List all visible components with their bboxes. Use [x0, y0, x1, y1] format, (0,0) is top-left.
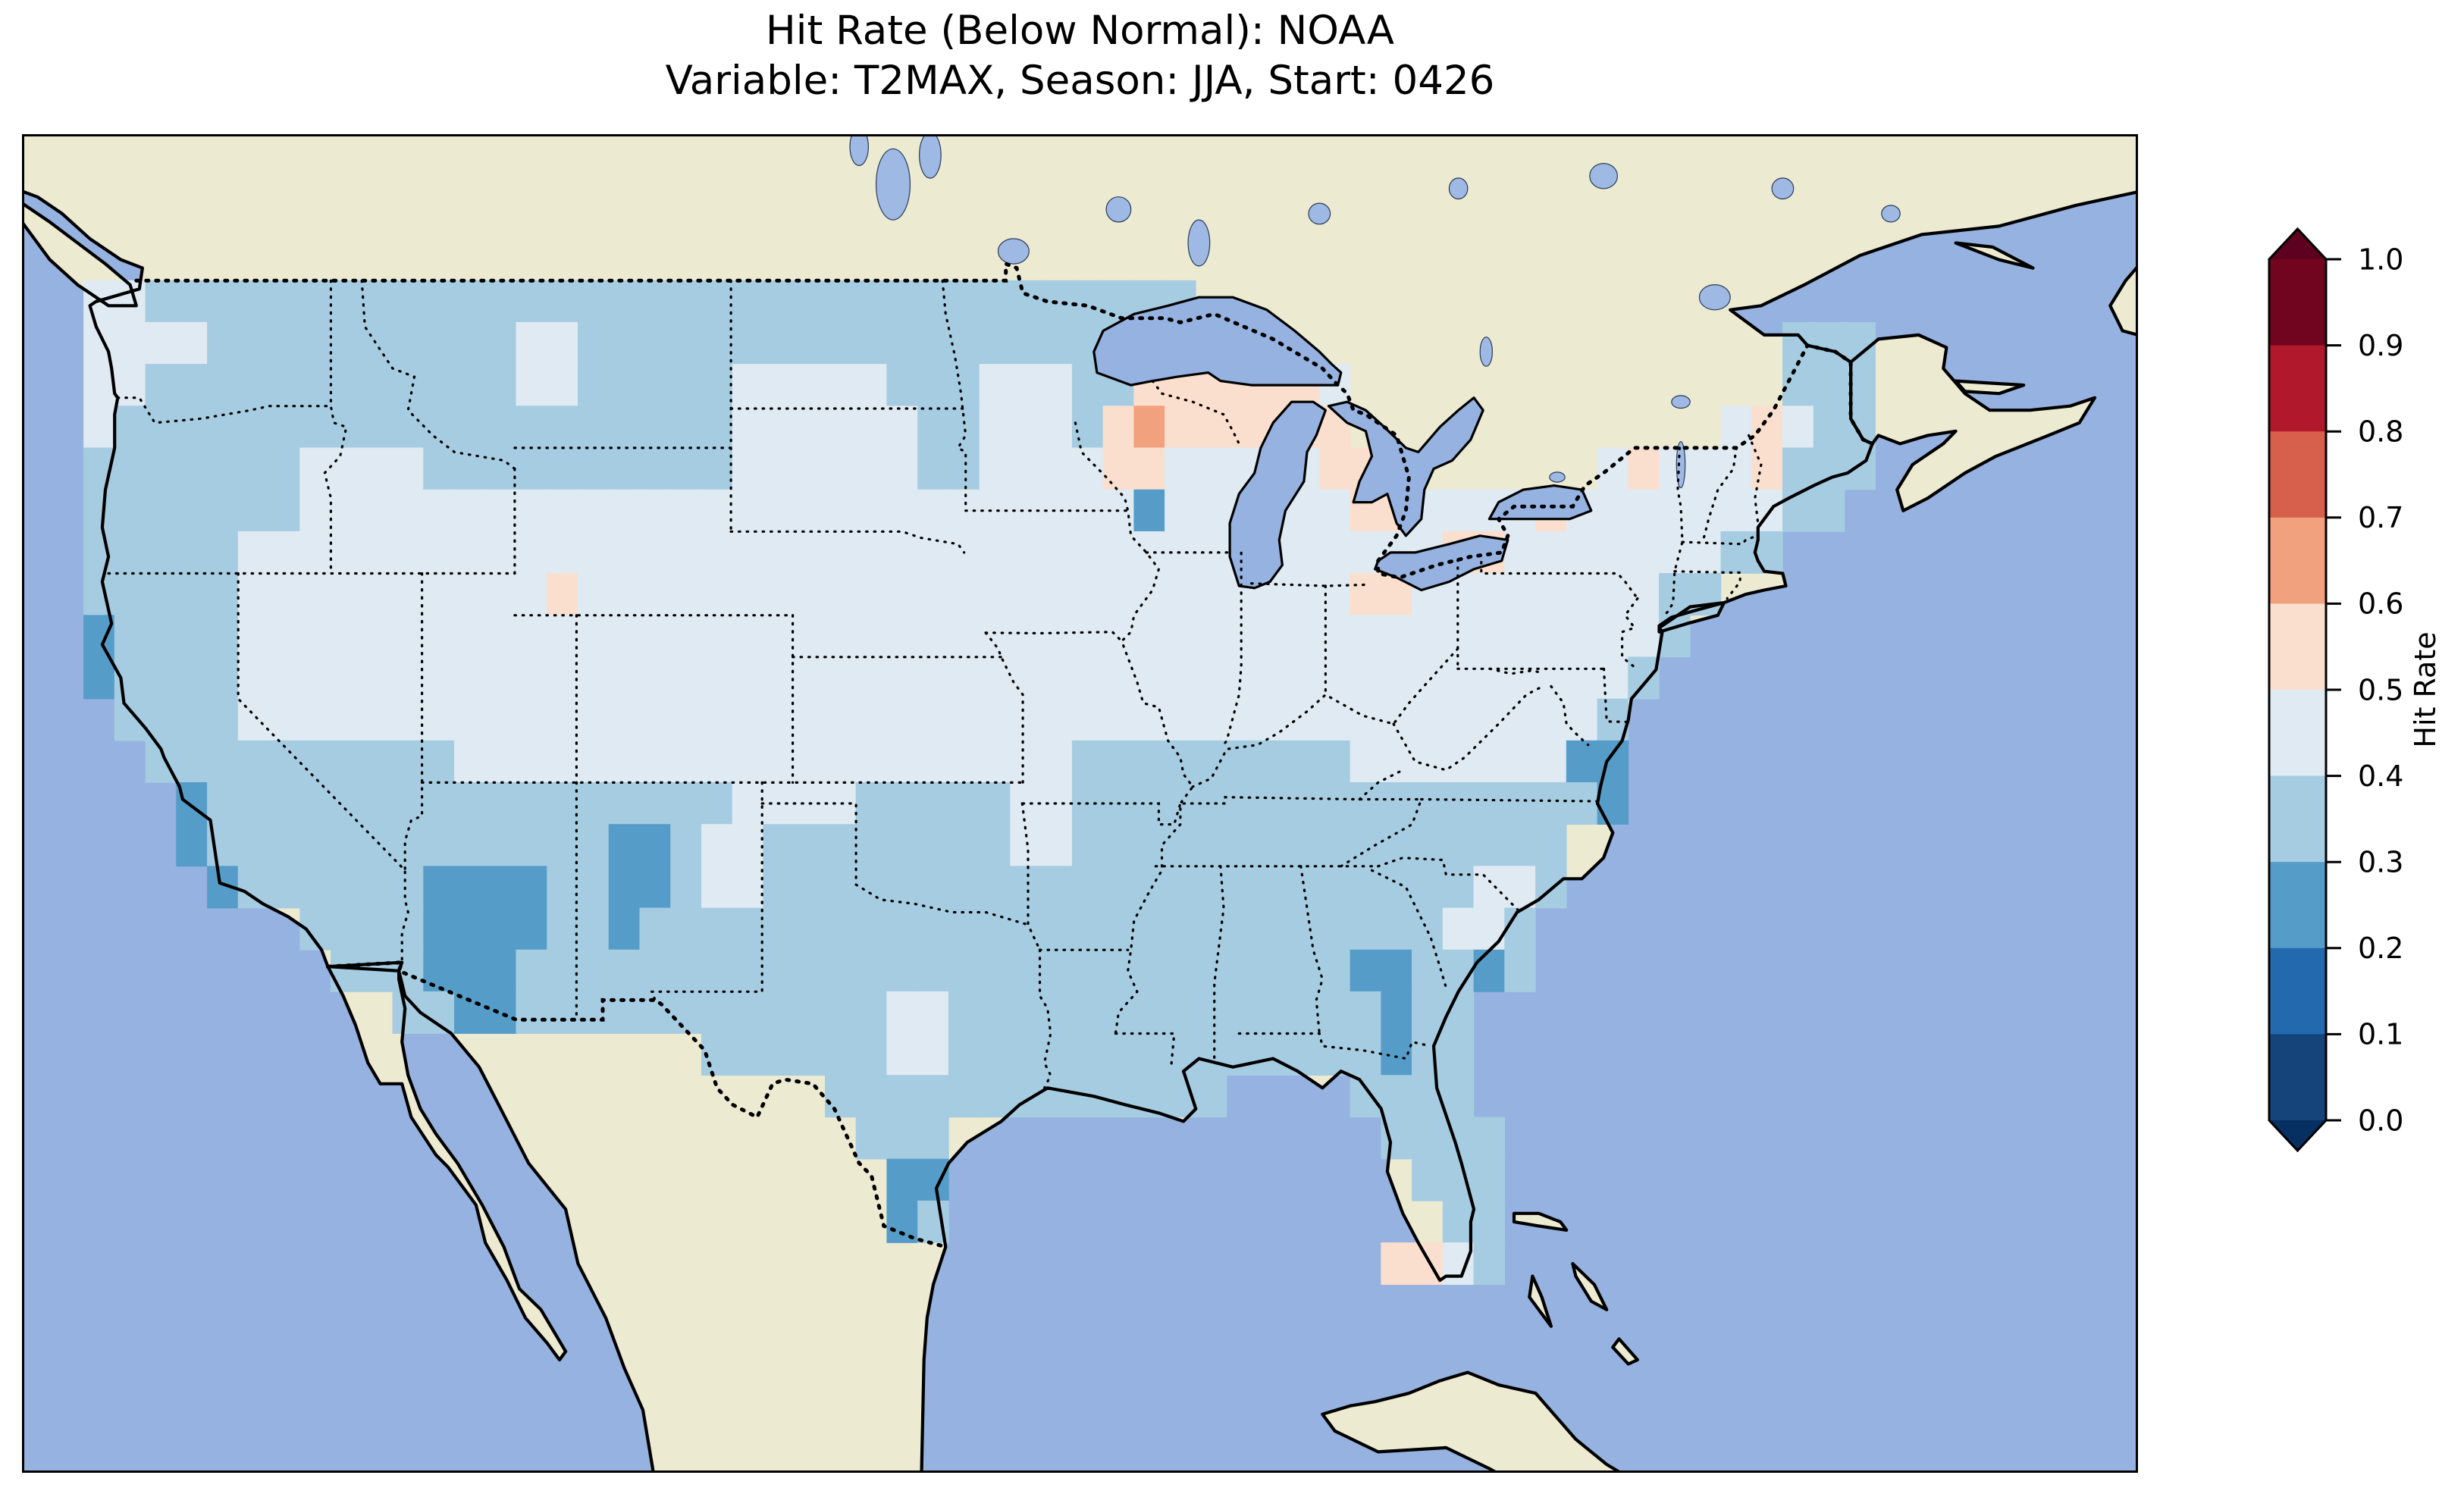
country-borders [134, 261, 1875, 1249]
colorbar-tick-label: 0.3 [2358, 846, 2403, 879]
colorbar-tick-label: 0.9 [2358, 329, 2403, 362]
colorbar-segments [2269, 259, 2326, 1121]
colorbar-tick-label: 0.1 [2358, 1018, 2403, 1051]
axes-frame [22, 134, 2138, 1473]
colorbar-tick-label: 0.8 [2358, 415, 2403, 449]
chart-title-block: Hit Rate (Below Normal): NOAA Variable: … [22, 6, 2138, 106]
colorbar-ticks: 1.0 0.9 0.8 0.7 0.6 0.5 0.4 0.3 0.2 0.1 0.0 [2326, 243, 2403, 1137]
colorbar-tick-label: 0.2 [2358, 932, 2403, 965]
coastlines [22, 189, 2138, 1473]
small-lakes [849, 134, 1901, 489]
colorbar-arrow-top [2269, 229, 2326, 259]
colorbar: 1.0 0.9 0.8 0.7 0.6 0.5 0.4 0.3 0.2 0.1 0.0 Hit Rat… [2268, 227, 2442, 1153]
chart-subtitle: Variable: T2MAX, Season: JJA, Start: 042… [665, 58, 1495, 104]
colorbar-tick-label: 1.0 [2358, 243, 2403, 276]
colorbar-arrow-bottom [2269, 1120, 2326, 1151]
colorbar-axis-label: Hit Rate [2409, 631, 2442, 747]
colorbar-tick-label: 0.7 [2358, 501, 2403, 534]
heatmap-cells [83, 280, 1876, 1286]
colorbar-tick-label: 0.5 [2358, 673, 2403, 706]
chart-title: Hit Rate (Below Normal): NOAA [765, 8, 1395, 54]
colorbar-tick-label: 0.0 [2358, 1104, 2403, 1137]
map-canvas [22, 134, 2138, 1473]
colorbar-tick-label: 0.4 [2358, 760, 2403, 793]
colorbar-tick-label: 0.6 [2358, 587, 2403, 621]
state-borders [107, 279, 1763, 1089]
